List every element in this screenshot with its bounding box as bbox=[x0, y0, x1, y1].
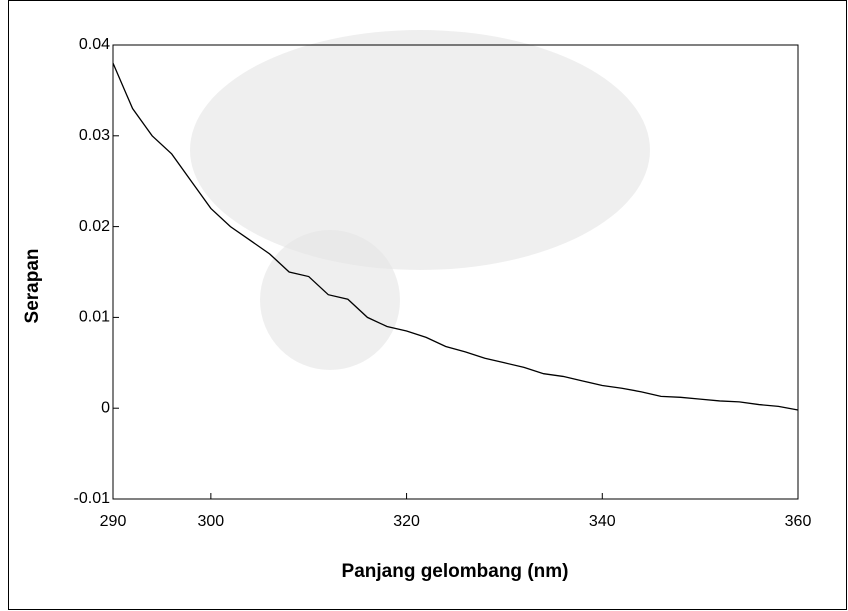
y-tick-label: 0.04 bbox=[79, 36, 110, 53]
y-tick-label: 0.02 bbox=[79, 218, 110, 235]
x-tick-label: 300 bbox=[198, 513, 225, 530]
y-axis-title: Serapan bbox=[22, 249, 43, 324]
x-tick-label: 290 bbox=[100, 513, 127, 530]
x-tick-label: 320 bbox=[393, 513, 420, 530]
x-axis-title: Panjang gelombang (nm) bbox=[342, 561, 569, 582]
y-tick-label: 0 bbox=[101, 399, 110, 416]
x-tick-label: 360 bbox=[785, 513, 812, 530]
y-tick-label: 0.03 bbox=[79, 127, 110, 144]
frame bbox=[8, 0, 847, 610]
watermark bbox=[190, 30, 650, 370]
y-tick-label: -0.01 bbox=[74, 490, 111, 507]
y-tick-label: 0.01 bbox=[79, 309, 110, 326]
plot-area bbox=[112, 44, 799, 500]
x-tick-label: 340 bbox=[589, 513, 616, 530]
spectrum-line bbox=[112, 62, 799, 411]
